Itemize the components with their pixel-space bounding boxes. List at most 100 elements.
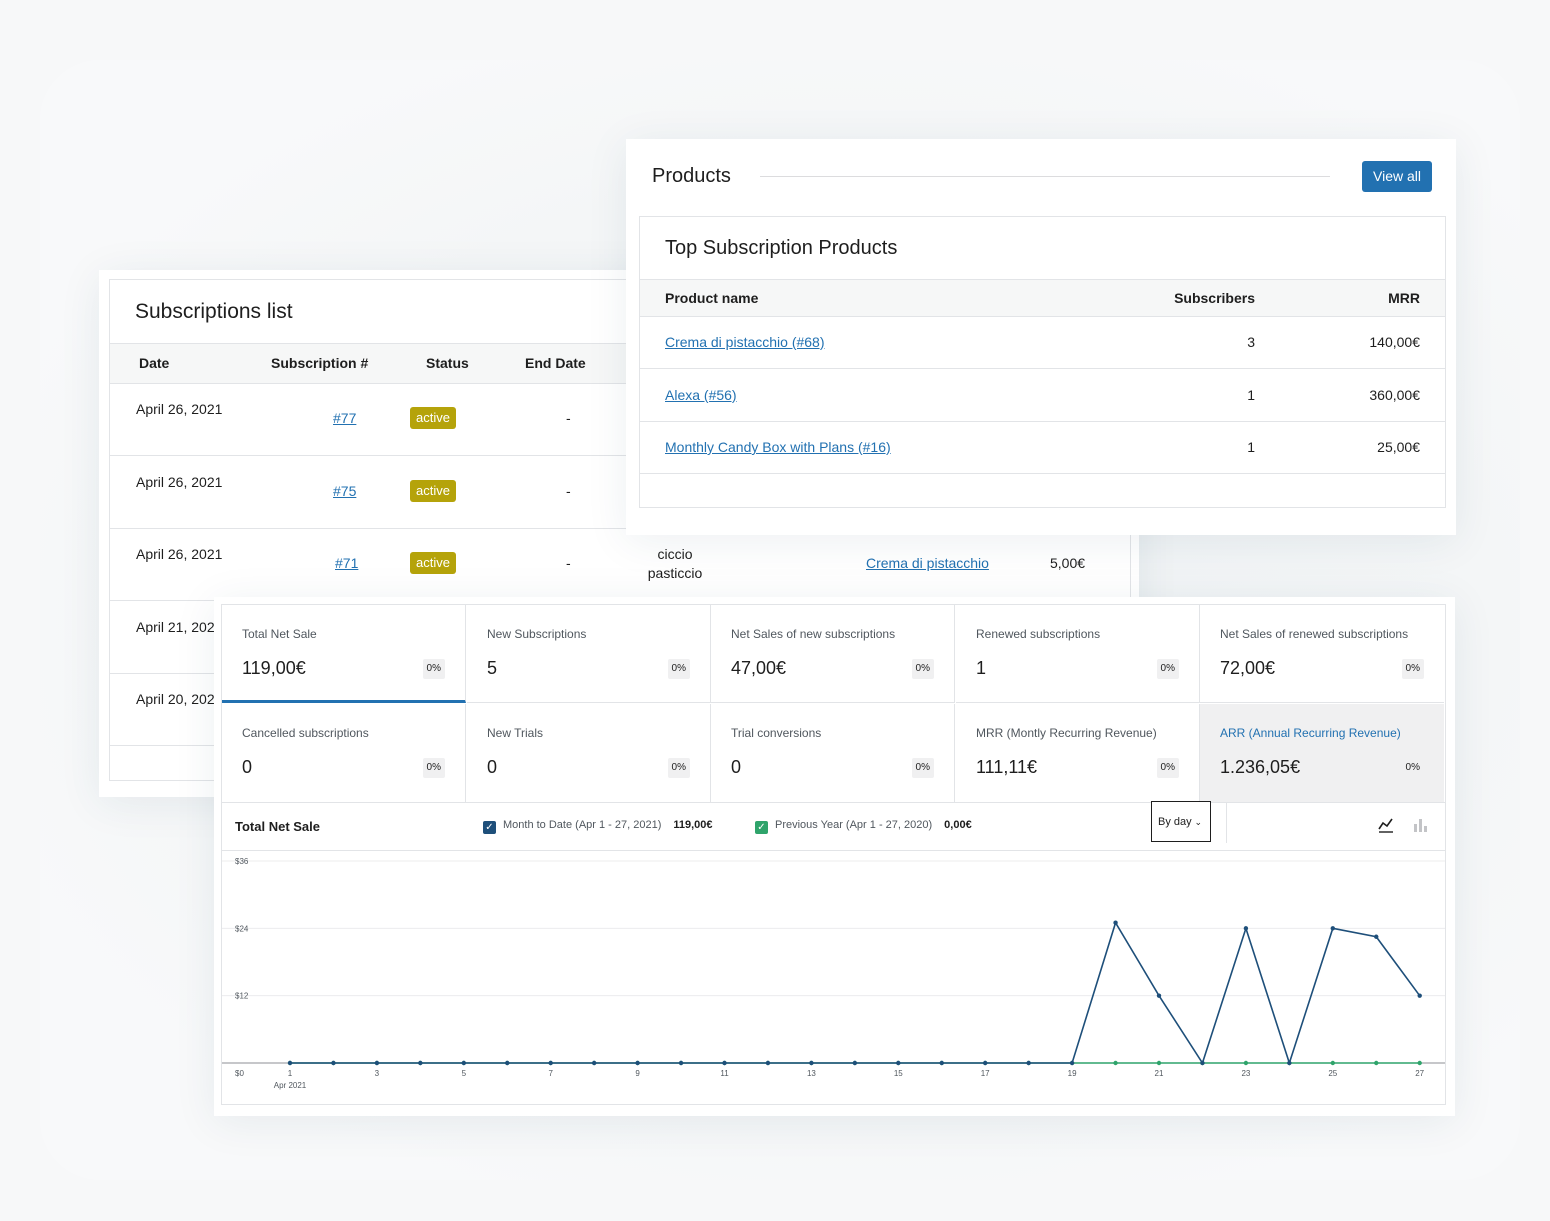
interval-value: By day: [1158, 816, 1192, 828]
stat-label: Total Net Sale: [242, 627, 317, 641]
stat-tile-trial-conversions[interactable]: Trial conversions 0 0%: [711, 704, 955, 802]
col-subscription-number[interactable]: Subscription #: [271, 355, 369, 371]
row-date: April 26, 2021: [136, 401, 223, 417]
stat-tile-net-sales-new[interactable]: Net Sales of new subscriptions 47,00€ 0%: [711, 605, 955, 703]
checkbox-checked-icon[interactable]: ✓: [483, 821, 496, 834]
legend-amount: 119,00€: [673, 819, 713, 831]
x-tick-label: 9: [635, 1069, 640, 1078]
analytics-panel: Total Net Sale 119,00€ 0% New Subscripti…: [214, 597, 1455, 1116]
legend-label: Month to Date (Apr 1 - 27, 2021): [503, 819, 662, 831]
mrr-value: 360,00€: [1369, 387, 1420, 403]
top-products-title: Top Subscription Products: [665, 237, 898, 259]
stat-tile-mrr[interactable]: MRR (Montly Recurring Revenue) 111,11€ 0…: [956, 704, 1200, 802]
data-point: [1330, 926, 1336, 931]
data-point: [896, 1060, 901, 1066]
data-point: [809, 1060, 814, 1066]
stat-delta: 0%: [422, 758, 445, 778]
stat-tile-renewed-subscriptions[interactable]: Renewed subscriptions 1 0%: [956, 605, 1200, 703]
stat-value: 0: [731, 757, 742, 777]
legend-previous[interactable]: ✓ Previous Year (Apr 1 - 27, 2020) 0,00€: [755, 819, 972, 834]
data-point: [1243, 926, 1249, 931]
stat-label: New Trials: [487, 726, 544, 740]
y-tick-label: $36: [235, 857, 249, 866]
data-point: [1417, 993, 1422, 998]
products-panel: Products View all Top Subscription Produ…: [626, 139, 1456, 535]
stat-tile-cancelled[interactable]: Cancelled subscriptions 0 0%: [222, 704, 466, 802]
data-point: [1243, 1060, 1249, 1066]
col-end-date[interactable]: End Date: [525, 355, 586, 371]
stat-label: ARR (Annual Recurring Revenue): [1220, 726, 1401, 740]
x-tick-label: 17: [981, 1069, 990, 1078]
product-link[interactable]: Monthly Candy Box with Plans (#16): [665, 439, 891, 455]
chart-header: Total Net Sale ✓ Month to Date (Apr 1 - 2…: [222, 801, 1445, 851]
divider: [1226, 803, 1227, 843]
view-all-button[interactable]: View all: [1362, 161, 1432, 192]
x-tick-label: 15: [894, 1069, 903, 1078]
data-point: [939, 1060, 944, 1066]
data-point: [1069, 1060, 1075, 1066]
subscribers-count: 1: [1247, 439, 1255, 455]
chart-title: Total Net Sale: [235, 819, 321, 834]
table-row: April 26, 2021 #77 active -: [110, 383, 1130, 456]
x-sub-label: Apr 2021: [274, 1081, 307, 1090]
stat-value: 5: [487, 658, 498, 678]
data-point: [548, 1060, 553, 1066]
data-point: [1374, 1060, 1379, 1066]
stat-delta: 0%: [1401, 758, 1424, 778]
data-point: [591, 1060, 597, 1066]
top-products-card: Top Subscription Products Product name S…: [639, 216, 1446, 508]
row-date: April 21, 2021: [136, 619, 223, 635]
y-tick-label: $12: [235, 992, 249, 1001]
product-link[interactable]: Crema di pistacchio: [866, 555, 989, 571]
legend-current[interactable]: ✓ Month to Date (Apr 1 - 27, 2021) 119,00€: [483, 819, 713, 834]
stat-tile-total-net-sale[interactable]: Total Net Sale 119,00€ 0%: [222, 605, 466, 703]
top-products-header: Product name Subscribers MRR: [640, 279, 1445, 317]
col-status[interactable]: Status: [426, 355, 469, 371]
x-tick-label: 19: [1068, 1069, 1077, 1078]
subscription-link[interactable]: #71: [335, 555, 359, 571]
line-chart-icon[interactable]: [1378, 817, 1394, 833]
stat-value: 0: [487, 757, 498, 777]
data-point: [1113, 1060, 1118, 1066]
checkbox-checked-icon[interactable]: ✓: [755, 821, 768, 834]
stat-tile-arr[interactable]: ARR (Annual Recurring Revenue) 1.236,05€…: [1200, 704, 1444, 802]
interval-select[interactable]: By day ⌄: [1151, 801, 1211, 842]
data-point: [287, 1060, 293, 1066]
col-date[interactable]: Date: [139, 355, 170, 371]
stat-value: 1: [976, 658, 987, 678]
product-link[interactable]: Crema di pistacchio (#68): [665, 334, 825, 350]
stat-tile-new-subscriptions[interactable]: New Subscriptions 5 0%: [467, 605, 711, 703]
data-point: [505, 1060, 510, 1066]
x-tick-label: 5: [462, 1069, 467, 1078]
stat-label: Net Sales of renewed subscriptions: [1220, 627, 1409, 641]
y-tick-label: $0: [235, 1069, 244, 1078]
stat-label: New Subscriptions: [487, 627, 587, 641]
subscription-link[interactable]: #77: [333, 410, 357, 426]
mrr-value: 140,00€: [1369, 334, 1420, 350]
product-link[interactable]: Alexa (#56): [665, 387, 737, 403]
data-point: [1156, 1060, 1162, 1066]
stat-tile-new-trials[interactable]: New Trials 0 0%: [467, 704, 711, 802]
status-badge: active: [410, 552, 456, 574]
stats-grid: Total Net Sale 119,00€ 0% New Subscripti…: [221, 604, 1446, 803]
data-point: [461, 1060, 466, 1066]
stat-value: 111,11€: [976, 757, 1038, 777]
data-point: [1287, 1060, 1292, 1066]
data-point: [635, 1060, 640, 1066]
data-point: [765, 1060, 771, 1066]
x-tick-label: 13: [807, 1069, 816, 1078]
end-date: -: [566, 483, 571, 499]
data-point: [1330, 1060, 1336, 1066]
stat-delta: 0%: [1156, 758, 1179, 778]
x-tick-label: 3: [375, 1069, 380, 1078]
data-point: [1026, 1060, 1031, 1066]
data-point: [722, 1060, 727, 1066]
row-date: April 26, 2021: [136, 546, 223, 562]
stat-tile-net-sales-renewed[interactable]: Net Sales of renewed subscriptions 72,00…: [1200, 605, 1444, 703]
divider: [760, 176, 1330, 177]
end-date: -: [566, 555, 571, 571]
bar-chart-icon[interactable]: [1412, 817, 1428, 833]
subscription-link[interactable]: #75: [333, 483, 357, 499]
data-point: [983, 1060, 988, 1066]
